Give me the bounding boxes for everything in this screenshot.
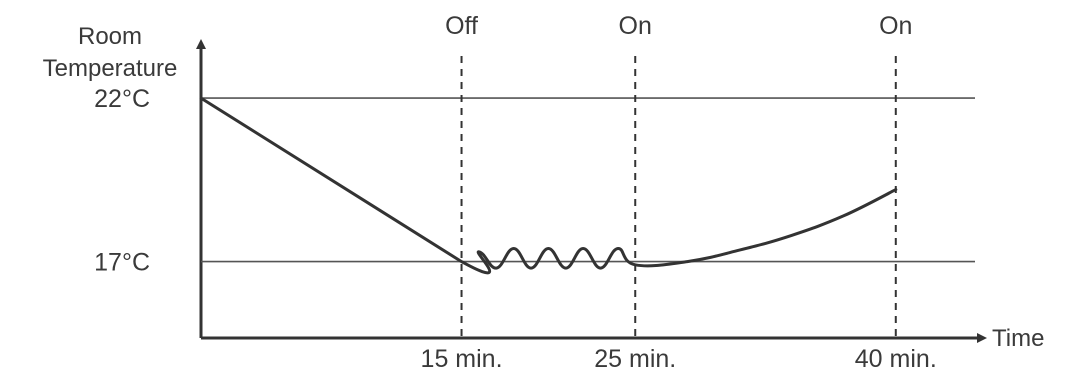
event-label: On bbox=[879, 12, 912, 40]
x-tick-label: 25 min. bbox=[594, 345, 676, 373]
y-axis-title-line-1: Room bbox=[78, 23, 142, 50]
event-label: Off bbox=[445, 12, 478, 40]
x-tick-label: 40 min. bbox=[855, 345, 937, 373]
y-tick-label: 17°C bbox=[94, 249, 150, 277]
x-tick-label: 15 min. bbox=[421, 345, 503, 373]
temperature-series-line bbox=[199, 96, 898, 275]
y-tick-label: 22°C bbox=[94, 85, 150, 113]
event-label: On bbox=[619, 12, 652, 40]
x-axis-title: Time bbox=[992, 325, 1044, 352]
y-axis-title-line-2: Temperature bbox=[43, 55, 178, 82]
